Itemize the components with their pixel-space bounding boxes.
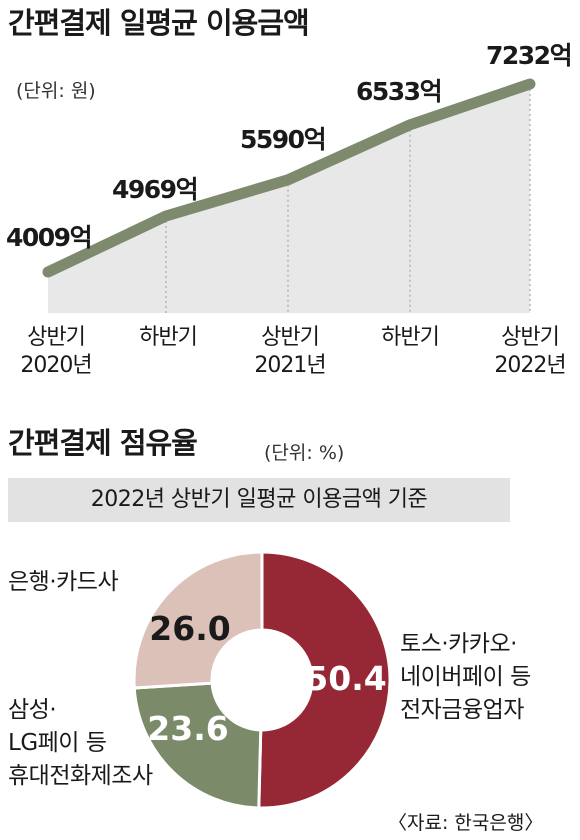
line-chart-title: 간편결제 일평균 이용금액	[8, 6, 310, 40]
line-value-label: 4969억	[112, 175, 199, 204]
x-tick-year: 2020년	[20, 353, 92, 378]
x-tick-period: 상반기	[27, 325, 86, 350]
pie-value-label: 26.0	[149, 609, 230, 648]
pie-value-label: 50.4	[305, 659, 386, 698]
x-tick-period: 하반기	[139, 325, 198, 350]
line-chart-svg	[42, 78, 536, 313]
x-tick-period: 상반기	[501, 325, 560, 350]
line-chart-guides	[165, 84, 531, 313]
x-tick-period: 하반기	[381, 325, 440, 350]
pie-chart-title: 간편결제 점유율	[8, 426, 198, 460]
pie-value-label: 23.6	[147, 709, 228, 748]
pie-slices	[132, 550, 392, 810]
x-tick-label: 상반기 2021년	[235, 324, 345, 380]
pie-segment-label-line: 전자금융업자	[400, 697, 524, 723]
pie-slice	[132, 681, 263, 810]
line-chart-unit: (단위: 원)	[16, 80, 96, 102]
line-value-label: 7232억	[486, 41, 573, 70]
pie-segment-label-line: 네이버페이 등	[400, 664, 531, 690]
x-tick-year: 2022년	[494, 353, 566, 378]
x-tick-label: 상반기 2022년	[475, 324, 580, 380]
pie-segment-label-line: LG페이 등	[8, 730, 107, 756]
pie-value-labels: 50.4 23.6 26.0	[147, 609, 386, 748]
pie-slice	[132, 550, 264, 690]
pie-chart-svg: 50.4 23.6 26.0	[132, 550, 392, 810]
x-tick-label: 하반기	[113, 324, 223, 352]
line-series	[42, 78, 536, 278]
source-note: 〈자료: 한국은행〉	[388, 812, 544, 834]
x-tick-year: 2021년	[254, 353, 326, 378]
line-value-label: 4009억	[6, 223, 93, 252]
x-tick-label: 상반기 2020년	[1, 324, 111, 380]
pie-segment-label-line: 삼성·	[8, 697, 57, 723]
pie-segment-label: 은행·카드사	[8, 566, 119, 599]
line-value-label: 6533억	[356, 77, 443, 106]
pie-chart-unit: (단위: %)	[264, 442, 345, 464]
pie-segment-label-line: 은행·카드사	[8, 569, 119, 595]
pie-chart-subtitle: 2022년 상반기 일평균 이용금액 기준	[8, 478, 510, 522]
pie-segment-label-line: 휴대전화제조사	[8, 763, 153, 789]
pie-segment-label-line: 토스·카카오·	[400, 631, 517, 657]
pie-slice	[257, 550, 392, 810]
x-tick-period: 상반기	[261, 325, 320, 350]
x-tick-label: 하반기	[355, 324, 465, 352]
line-value-label: 5590억	[240, 125, 327, 154]
